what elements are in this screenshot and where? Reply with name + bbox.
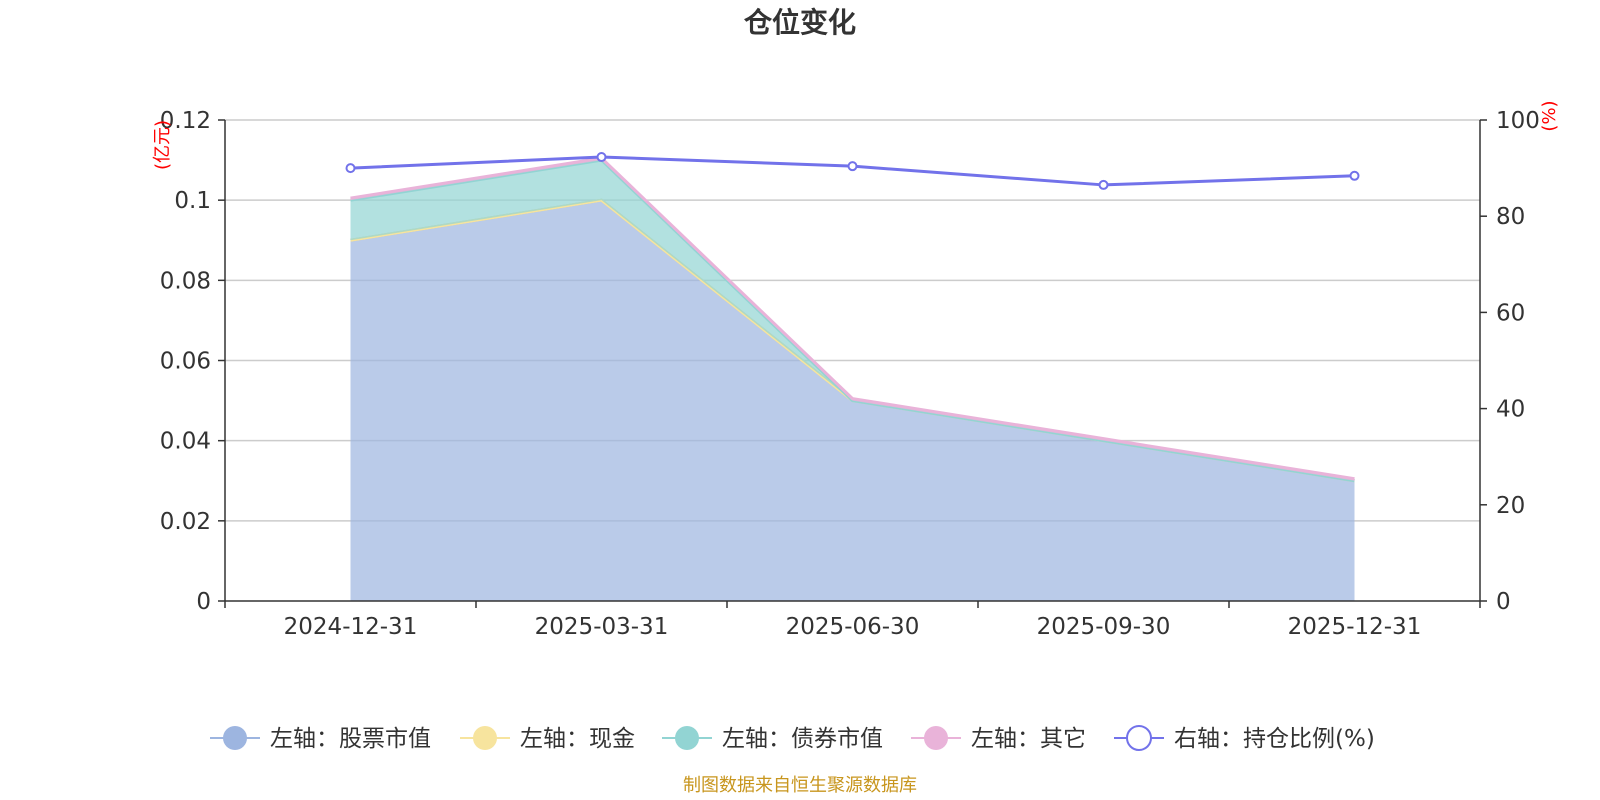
legend-label: 右轴：持仓比例(%) — [1174, 726, 1375, 752]
right-tick-label: 100 — [1496, 108, 1540, 134]
left-tick-label: 0.08 — [160, 268, 211, 294]
ratio-point — [596, 152, 607, 163]
ratio-line-layer — [345, 152, 1360, 190]
right-tick-label: 20 — [1496, 493, 1525, 519]
ratio-point — [345, 163, 356, 174]
legend-marker — [924, 726, 948, 750]
area-top-line — [350, 156, 1355, 481]
right-axis-unit: (%) — [1539, 100, 1560, 131]
x-tick-label: 2025-06-30 — [786, 614, 920, 640]
left-tick-label: 0 — [196, 589, 211, 615]
left-tick-label: 0.1 — [174, 188, 211, 214]
legend-label: 左轴：债券市值 — [722, 726, 883, 752]
left-axis-unit: (亿元) — [152, 120, 173, 170]
legend: 左轴：股票市值 左轴：现金 左轴：债券市值 左轴：其它 右轴：持仓比例(%) — [210, 725, 1375, 752]
ratio-point — [1098, 179, 1109, 190]
x-tick-label: 2025-12-31 — [1288, 614, 1422, 640]
legend-label: 左轴：其它 — [971, 726, 1086, 752]
right-tick-label: 60 — [1496, 300, 1525, 326]
legend-label: 左轴：现金 — [520, 726, 635, 752]
legend-marker — [473, 726, 497, 750]
legend-marker — [1126, 725, 1152, 751]
ratio-point — [1349, 170, 1360, 181]
right-tick-label: 40 — [1496, 397, 1525, 423]
x-tick-label: 2025-09-30 — [1037, 614, 1171, 640]
source-note: 制图数据来自恒生聚源数据库 — [683, 775, 917, 796]
axes: 0 0.02 0.04 0.06 0.08 0.1 0.12 0 20 40 60 80 100 2024… — [160, 108, 1540, 640]
area-layers — [350, 156, 1355, 601]
left-tick-label: 0.02 — [160, 509, 211, 535]
left-tick-label: 0.06 — [160, 349, 211, 375]
legend-marker — [223, 726, 247, 750]
x-tick-label: 2024-12-31 — [284, 614, 418, 640]
right-tick-label: 0 — [1496, 589, 1511, 615]
ratio-point — [847, 161, 858, 172]
right-tick-label: 80 — [1496, 204, 1525, 230]
chart-title: 仓位变化 — [744, 6, 856, 39]
x-tick-label: 2025-03-31 — [535, 614, 669, 640]
area-fill — [350, 200, 1355, 601]
left-tick-label: 0.12 — [160, 108, 211, 134]
legend-label: 左轴：股票市值 — [270, 726, 431, 752]
left-tick-label: 0.04 — [160, 429, 211, 455]
legend-marker — [675, 726, 699, 750]
area-fill — [350, 160, 1355, 481]
